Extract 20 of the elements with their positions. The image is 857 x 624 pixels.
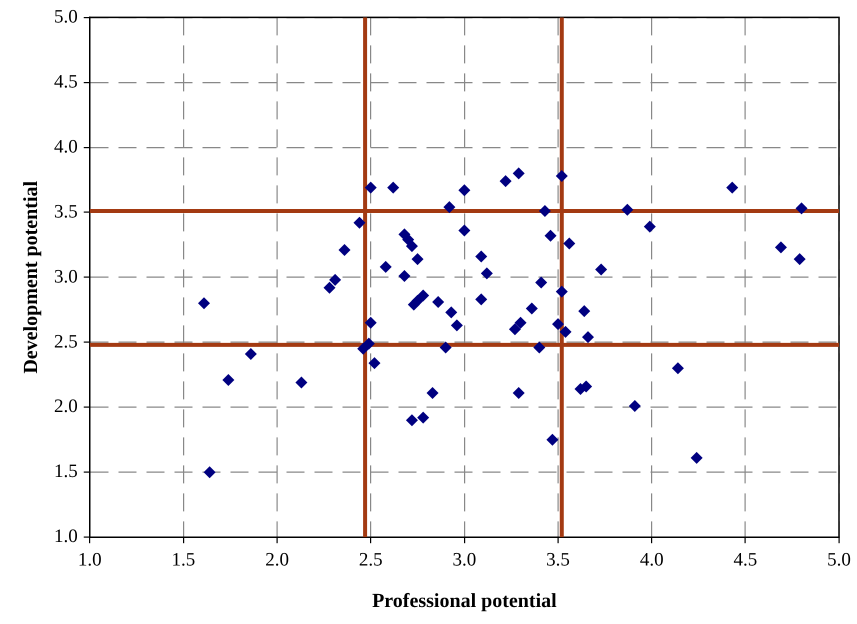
y-tick-label: 2.0 xyxy=(54,396,78,418)
y-tick-label: 3.0 xyxy=(54,266,78,288)
y-tick-label: 3.5 xyxy=(54,201,78,222)
x-tick-label: 3.0 xyxy=(452,550,476,571)
y-tick-label: 2.5 xyxy=(54,331,78,352)
x-tick-label: 4.0 xyxy=(640,550,664,571)
x-axis-title: Professional potential xyxy=(372,590,558,612)
x-tick-label: 1.0 xyxy=(78,550,102,571)
x-tick-label: 5.0 xyxy=(827,550,851,571)
x-tick-label: 3.5 xyxy=(546,550,570,571)
y-tick-label: 5.0 xyxy=(54,6,78,28)
x-tick-label: 1.5 xyxy=(172,550,196,571)
y-tick-label: 4.0 xyxy=(54,136,78,158)
x-tick-label: 2.5 xyxy=(358,550,383,571)
x-tick-label: 2.0 xyxy=(265,550,289,571)
y-axis-title: Development potential xyxy=(20,180,42,374)
y-tick-label: 4.5 xyxy=(54,71,78,92)
x-tick-label: 4.5 xyxy=(733,550,758,571)
y-tick-label: 1.0 xyxy=(54,526,78,548)
y-tick-label: 1.5 xyxy=(54,461,78,482)
